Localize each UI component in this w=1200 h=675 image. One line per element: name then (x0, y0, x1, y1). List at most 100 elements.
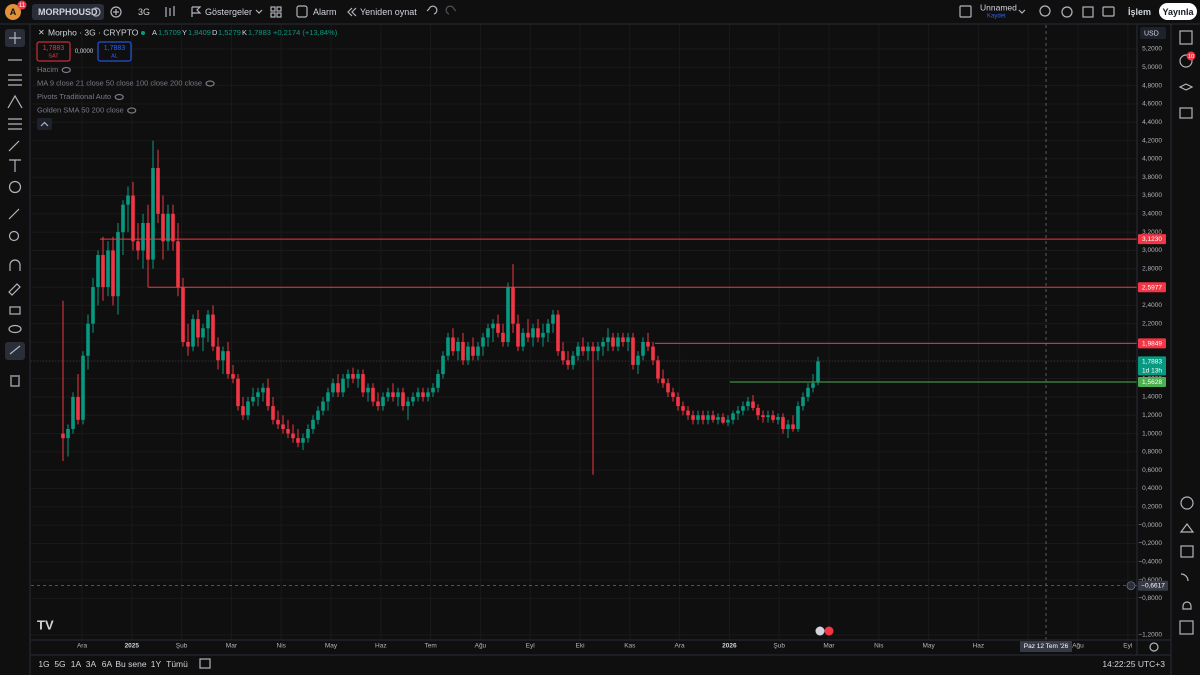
add-alert-button[interactable] (1126, 581, 1136, 591)
fullscreen-icon[interactable] (1082, 6, 1094, 18)
search-icon[interactable] (1039, 5, 1051, 17)
candle-body (516, 323, 520, 347)
interval-button[interactable]: 3G (138, 7, 150, 17)
snapshot-icon[interactable] (1102, 6, 1115, 17)
y-tick-label: −0,2000 (1138, 540, 1162, 547)
stream-icon[interactable] (1180, 573, 1189, 582)
open-label: A (152, 28, 157, 37)
symbol-search-icon[interactable] (91, 7, 101, 17)
emoji-tool[interactable] (8, 180, 22, 194)
apps-icon[interactable] (1179, 620, 1194, 635)
visibility-icon[interactable] (114, 93, 124, 101)
notifications-icon[interactable] (1182, 601, 1192, 610)
alerts-icon[interactable] (1179, 54, 1193, 68)
date-range-icon[interactable] (199, 658, 211, 669)
buy-button[interactable] (97, 41, 132, 62)
indicator-name[interactable]: Golden SMA 50 200 close (37, 105, 124, 114)
sell-button[interactable] (36, 41, 71, 62)
pattern-tool[interactable] (7, 94, 23, 109)
time-axis[interactable]: Ara 2025 Şub Mar Nis May Haz Tem Ağu Eyl Eki Kas Ara… (77, 641, 1133, 652)
layout-icon[interactable] (270, 6, 276, 12)
candle-body (431, 387, 435, 393)
delete-tool[interactable] (10, 375, 20, 387)
magnet-tool[interactable] (9, 259, 21, 271)
zoom-tool[interactable] (8, 230, 20, 242)
y-tick-label: 0,8000 (1142, 449, 1162, 456)
candle-body (561, 351, 565, 361)
tv-logo[interactable]: TV (37, 617, 54, 632)
redo-button[interactable] (445, 5, 457, 15)
candle-body (661, 378, 665, 384)
event-icon[interactable] (824, 626, 834, 636)
currency-box[interactable] (1140, 27, 1166, 39)
range-button[interactable]: 5G (54, 659, 65, 669)
candle-body (266, 387, 270, 407)
candle-body (141, 222, 145, 251)
close-value: 1,7883 (248, 28, 271, 37)
candle-body (241, 406, 245, 416)
visibility-icon[interactable] (61, 66, 71, 74)
range-button[interactable]: Tümü (166, 659, 188, 669)
lock-tool[interactable] (9, 306, 21, 315)
event-icon[interactable] (815, 626, 825, 636)
candle-body (771, 415, 775, 420)
visibility-icon[interactable] (205, 80, 215, 87)
fib-tool[interactable] (8, 74, 22, 86)
layout-checkbox[interactable] (959, 5, 972, 18)
chevron[interactable] (255, 9, 263, 14)
layout-name[interactable]: Unnamed (980, 2, 1017, 12)
axis-settings[interactable] (1149, 642, 1159, 652)
range-button[interactable]: 6A (102, 659, 113, 669)
range-button[interactable]: 1Y (151, 659, 162, 669)
avatar[interactable] (5, 4, 21, 20)
indicator-name[interactable]: Pivots Traditional Auto (37, 92, 111, 101)
undo-button[interactable] (426, 5, 438, 15)
indicators-button[interactable]: Göstergeler (205, 7, 252, 17)
watchlist-icon[interactable] (1179, 30, 1193, 45)
candle-body (171, 213, 175, 242)
compare-button[interactable] (110, 6, 122, 18)
candle-body (421, 392, 425, 397)
target-icon[interactable] (1180, 496, 1194, 510)
range-button[interactable]: 1G (38, 659, 49, 669)
candle-body (406, 401, 410, 407)
range-button[interactable]: 1A (71, 659, 82, 669)
indicator-name[interactable]: MA 9 close 21 close 50 close 100 close 2… (37, 78, 202, 87)
candle-body (486, 328, 490, 338)
symbol-box[interactable] (32, 4, 104, 20)
x-tick-label: Kas (624, 643, 636, 650)
visibility-icon[interactable] (127, 107, 137, 114)
price-axis[interactable]: 5,2000 5,0000 4,8000 4,6000 4,4000 4,2000 4,00… (1126, 46, 1168, 639)
candle-body (456, 342, 460, 352)
visibility-tool[interactable] (8, 324, 22, 334)
candle-body (66, 428, 70, 439)
grid (31, 25, 1137, 640)
ruler-tool[interactable] (8, 208, 20, 220)
tool-active[interactable] (5, 342, 25, 360)
alarm-button[interactable]: Alarm (313, 7, 337, 17)
candle-body (126, 195, 130, 205)
trade-button[interactable]: İşlem (1128, 7, 1151, 17)
collapse-button[interactable] (37, 118, 52, 130)
range-button[interactable]: Bu sene (115, 659, 146, 669)
replay-button[interactable]: Yeniden oynat (360, 7, 417, 17)
brush-tool[interactable] (8, 140, 20, 152)
settings-icon[interactable] (1061, 6, 1073, 18)
publish-pill[interactable] (1159, 3, 1197, 20)
chevron[interactable] (1018, 9, 1026, 14)
legend-title[interactable]: Morpho · 3G · CRYPTO (48, 27, 139, 37)
layers-icon[interactable] (1178, 83, 1194, 91)
notification-badge[interactable] (17, 0, 27, 10)
stay-drawing-tool[interactable] (8, 283, 21, 296)
ideas-icon[interactable] (1179, 523, 1195, 533)
chat-icon[interactable] (1179, 107, 1193, 119)
candle-body (671, 392, 675, 397)
plot-area[interactable] (31, 25, 1137, 640)
calendar-icon[interactable] (1180, 545, 1194, 558)
chart-type-icon[interactable] (165, 6, 175, 17)
range-button[interactable]: 3A (86, 659, 97, 669)
indicator-name[interactable]: Hacim (37, 65, 58, 74)
projection-tool[interactable] (8, 118, 22, 130)
text-tool[interactable] (9, 159, 21, 172)
crosshair-price-label: −0,6617 (1141, 583, 1165, 590)
